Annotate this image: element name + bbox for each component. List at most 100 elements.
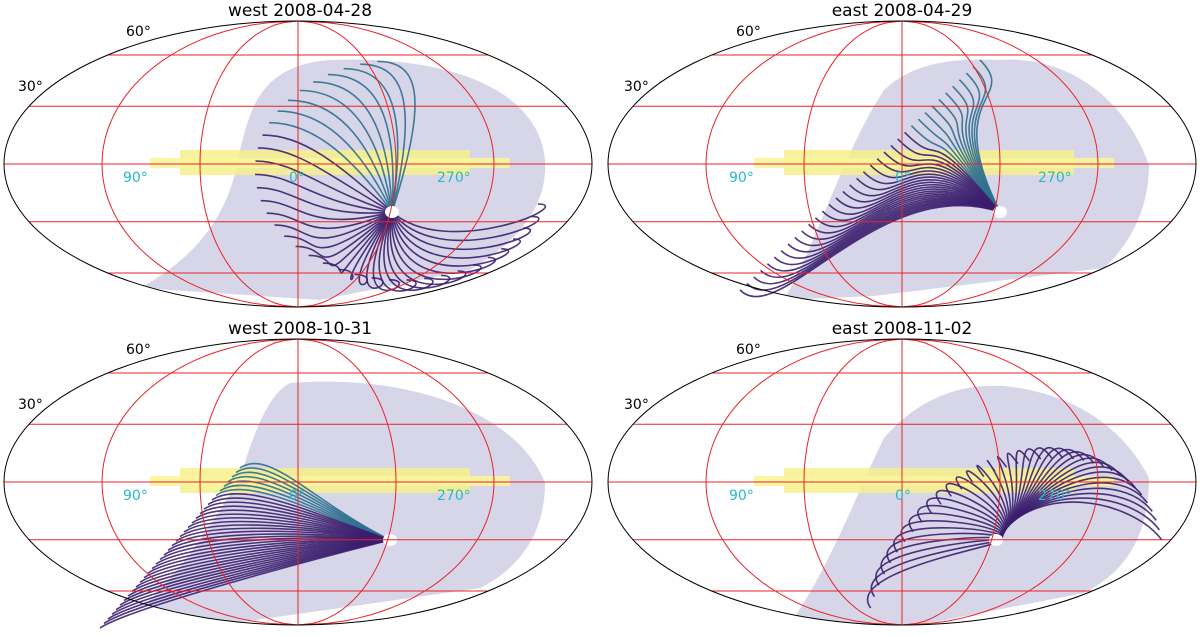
field-line (794, 195, 1001, 247)
field-line (299, 89, 393, 213)
lon-label-90: 90° (729, 488, 754, 504)
meridian-line (297, 20, 397, 308)
lat-label-60: 60° (736, 342, 761, 358)
field-line (327, 73, 394, 213)
map-frame (3, 338, 593, 626)
field-line (377, 60, 416, 213)
panel-title: west 2008-04-28 (228, 1, 372, 21)
field-line (876, 158, 1001, 213)
meridian-line (705, 338, 903, 626)
field-line (814, 190, 1001, 228)
meridian-line (199, 20, 299, 308)
lat-label-60: 60° (736, 24, 761, 40)
meridian-line (101, 20, 299, 308)
meridian-line (705, 20, 903, 308)
lat-label-30: 30° (624, 79, 649, 95)
field-line-tracks (739, 59, 1007, 298)
map-frame (607, 338, 1197, 626)
mollweide-map: east 2008-11-02 60° 30° 90° 0° 270° (607, 319, 1197, 626)
field-line (739, 204, 1001, 298)
panel-title: east 2008-11-02 (832, 319, 973, 339)
map-frame (3, 20, 593, 308)
field-line (391, 211, 510, 267)
field-line (383, 211, 434, 292)
meridian-line (901, 338, 1001, 626)
galactic-plane-core (754, 476, 1114, 486)
field-line (256, 186, 393, 214)
field-line (391, 211, 532, 251)
lon-label-90: 90° (729, 170, 754, 186)
lon-label-0: 0° (289, 170, 305, 186)
meridian-line (803, 338, 903, 626)
field-line (343, 67, 399, 213)
sun-marker (993, 206, 1007, 218)
field-line (372, 211, 400, 292)
field-line (295, 211, 393, 258)
field-line (842, 181, 1001, 213)
lat-label-30: 30° (18, 397, 43, 413)
field-line (965, 72, 1001, 213)
field-line (378, 211, 417, 292)
field-line (277, 110, 393, 213)
sun-marker (385, 206, 399, 218)
coordinate-grid (3, 338, 593, 626)
field-line (821, 188, 1001, 222)
field-line (257, 147, 393, 213)
field-line (99, 539, 391, 629)
panel-title: east 2008-04-29 (832, 1, 973, 21)
galactic-plane-core (150, 476, 510, 486)
meridian-line (901, 338, 1099, 626)
lon-label-0: 0° (289, 488, 305, 504)
lon-label-270: 270° (437, 488, 471, 504)
field-line (931, 105, 1001, 213)
field-line (856, 176, 1001, 213)
panel-title: west 2008-10-31 (228, 319, 372, 339)
field-line (773, 199, 1001, 266)
field-line (938, 98, 1001, 213)
field-line (287, 99, 393, 213)
lat-label-30: 30° (18, 79, 43, 95)
meridian-line (901, 20, 1099, 308)
meridian-line (199, 338, 299, 626)
field-line (354, 211, 393, 286)
coordinate-grid (3, 20, 593, 308)
mollweide-map: east 2008-04-29 60° 30° 90° 0° 270° (607, 1, 1197, 308)
galactic-plane-core (754, 158, 1114, 168)
coordinate-grid (607, 338, 1197, 626)
field-line (910, 125, 1001, 213)
field-line (917, 118, 1001, 213)
field-line (890, 144, 1001, 213)
meridian-line (803, 20, 903, 308)
lon-label-90: 90° (123, 170, 148, 186)
mollweide-map: west 2008-10-31 60° 30° 90° 0° 270° (3, 319, 593, 629)
lon-label-0: 0° (895, 488, 911, 504)
mollweide-map: west 2008-04-28 60° 30° 90° 0° 270° (3, 1, 593, 308)
coordinate-grid (607, 20, 1197, 308)
galactic-plane-core (150, 158, 510, 168)
field-line (780, 198, 1001, 259)
field-line (924, 112, 1001, 213)
field-line (958, 79, 1001, 213)
lon-label-0: 0° (895, 170, 911, 186)
field-line-tracks (255, 60, 547, 292)
map-panel-east-2008-04-29: east 2008-04-29 60° 30° 90° 0° 270° (604, 0, 1200, 318)
field-line (391, 211, 482, 281)
field-line (313, 81, 393, 213)
field-line (828, 186, 1001, 216)
field-line (269, 121, 393, 213)
field-line (945, 92, 1001, 213)
field-line (835, 183, 1001, 213)
field-line (360, 63, 407, 213)
field-line (274, 211, 393, 239)
lat-label-30: 30° (624, 397, 649, 413)
field-line (904, 131, 1001, 213)
meridian-line (297, 20, 495, 308)
map-panel-east-2008-11-02: east 2008-11-02 60° 30° 90° 0° 270° (604, 318, 1200, 636)
field-line (391, 211, 540, 242)
lat-label-60: 60° (126, 24, 151, 40)
field-line (338, 211, 393, 281)
meridian-line (297, 338, 397, 626)
field-line (255, 173, 393, 213)
field-line (808, 191, 1001, 234)
meridian-line (101, 338, 299, 626)
